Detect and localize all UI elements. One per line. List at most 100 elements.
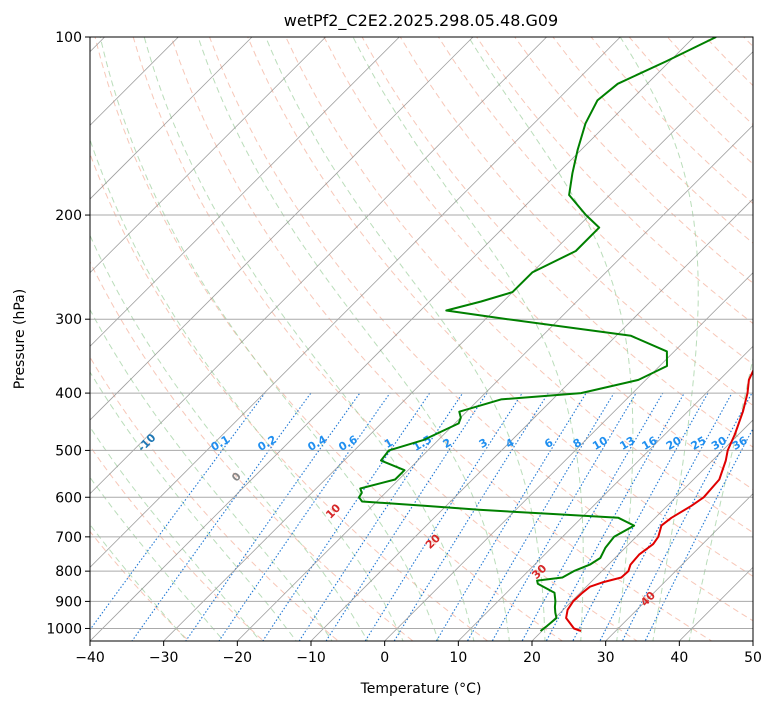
dry-adiabat-line [208, 37, 753, 622]
moist-adiabat-line [352, 37, 584, 641]
plot-frame [89, 36, 754, 642]
dewpoint-line [358, 37, 717, 632]
chart-title: wetPf2_C2E2.2025.298.05.48.G09 [284, 11, 558, 31]
isotherm-line [752, 640, 753, 641]
mixing-ratio-line [364, 392, 523, 641]
mixing-ratio-line [545, 392, 685, 641]
dry-adiabat-line [666, 37, 753, 126]
isotherm-line [90, 37, 326, 274]
mixing-ratio-line [572, 392, 709, 641]
mixing-ratio-line [644, 427, 753, 641]
moist-adiabat-line [265, 37, 546, 641]
mixing-ratio-line [131, 392, 312, 641]
moist-adiabat-line [90, 308, 333, 641]
x-tick-label: 30 [597, 650, 615, 666]
isotherm-line [163, 51, 753, 641]
moist-adiabat-line [468, 37, 634, 641]
dry-adiabat-line [247, 37, 753, 577]
dry-adiabat-line [90, 445, 265, 641]
dry-adiabat-line [90, 260, 414, 641]
y-tick-label: 800 [55, 564, 82, 580]
x-tick-label: −30 [149, 650, 179, 666]
moist-adiabat-line [197, 37, 510, 641]
y-axis-label: Pressure (hPa) [12, 289, 28, 389]
mixing-ratio-line [393, 392, 549, 641]
dry-adiabat-line [90, 356, 339, 641]
moist-adiabat-line [90, 371, 297, 641]
y-tick-label: 400 [55, 386, 82, 402]
isotherm-line [679, 566, 753, 641]
moist-adiabat-line [143, 37, 475, 641]
isotherm-line [605, 493, 753, 641]
x-tick-label: 40 [670, 650, 688, 666]
moist-adiabat-line [90, 138, 404, 641]
moist-adiabat-line [619, 37, 699, 641]
isopleth-labels: -100-90-80-70-60-50-40-30-20-10010203040… [135, 431, 750, 609]
dry-adiabat-line [285, 37, 753, 534]
y-tick-label: 600 [55, 490, 82, 506]
isotherm-line [90, 37, 474, 421]
isotherm-line [458, 345, 753, 641]
dry-adiabat-line [399, 37, 753, 407]
mixing-ratio-line [621, 392, 753, 641]
mixing-ratio-line [435, 392, 587, 641]
isotherm-line [90, 37, 621, 568]
x-axis-label: Temperature (°C) [360, 681, 482, 697]
y-tick-label: 700 [55, 530, 82, 546]
mixing-ratio-label: 4 [503, 436, 516, 451]
dry-adiabat-line [628, 37, 753, 165]
mixing-ratio-label: 6 [542, 436, 555, 451]
mixing-ratio-label: 3 [477, 436, 490, 451]
dry-adiabat-line [743, 37, 753, 48]
dry-adiabat-line [170, 37, 713, 641]
dry-adiabat-line [323, 37, 753, 491]
temperature-line [565, 368, 753, 632]
x-tick-label: −10 [296, 650, 326, 666]
mixing-ratio-line [466, 392, 615, 641]
mixing-ratio-label: 2 [441, 436, 454, 451]
y-tick-label: 500 [55, 443, 82, 459]
dry-adiabat-line [132, 37, 638, 641]
x-tick-label: −40 [75, 650, 105, 666]
dry-adiabat-line [514, 37, 753, 284]
y-axis: 100 200 300 400 500 600 700 800 900 1000 [46, 30, 90, 637]
isotherm-line [310, 198, 753, 641]
isotherm-line [237, 124, 753, 641]
mixing-ratio-line [218, 392, 391, 641]
moist-adiabat-line [90, 234, 369, 641]
y-tick-label: 1000 [46, 621, 82, 637]
dry-adiabat-line [361, 37, 753, 448]
mixing-ratio-line [90, 392, 266, 631]
isotherm-line [531, 419, 753, 641]
moist-adiabat-line [90, 523, 188, 641]
x-axis: −40 −30 −20 −10 0 10 20 30 40 50 [75, 641, 762, 666]
mixing-ratio-line [491, 392, 637, 641]
dry-adiabat-line [476, 37, 753, 325]
y-tick-label: 900 [55, 594, 82, 610]
mixing-ratio-line [599, 392, 733, 641]
profile-lines [358, 37, 753, 632]
dry-adiabat-line [704, 37, 753, 87]
x-tick-label: 0 [380, 650, 389, 666]
dry-adiabat-line [755, 10, 775, 653]
y-tick-label: 200 [55, 208, 82, 224]
y-tick-label: 100 [55, 30, 82, 46]
mixing-ratio-line [185, 392, 361, 641]
mixing-ratio-line [298, 392, 464, 641]
x-tick-label: −20 [223, 650, 253, 666]
moist-adiabat-line [90, 476, 225, 641]
isotherm-line [90, 37, 253, 200]
moist-adiabat-line [90, 426, 261, 641]
isotherm-line [90, 37, 547, 495]
y-tick-label: 300 [55, 312, 82, 328]
x-tick-label: 50 [744, 650, 762, 666]
mixing-ratio-line [325, 392, 488, 641]
mixing-ratio-line [521, 392, 664, 641]
x-tick-label: 20 [523, 650, 541, 666]
isotherm-line [90, 37, 695, 641]
dry-adiabat-line [90, 530, 190, 641]
isotherm-line [384, 272, 753, 641]
background-lines [90, 10, 775, 653]
x-tick-label: 10 [449, 650, 467, 666]
